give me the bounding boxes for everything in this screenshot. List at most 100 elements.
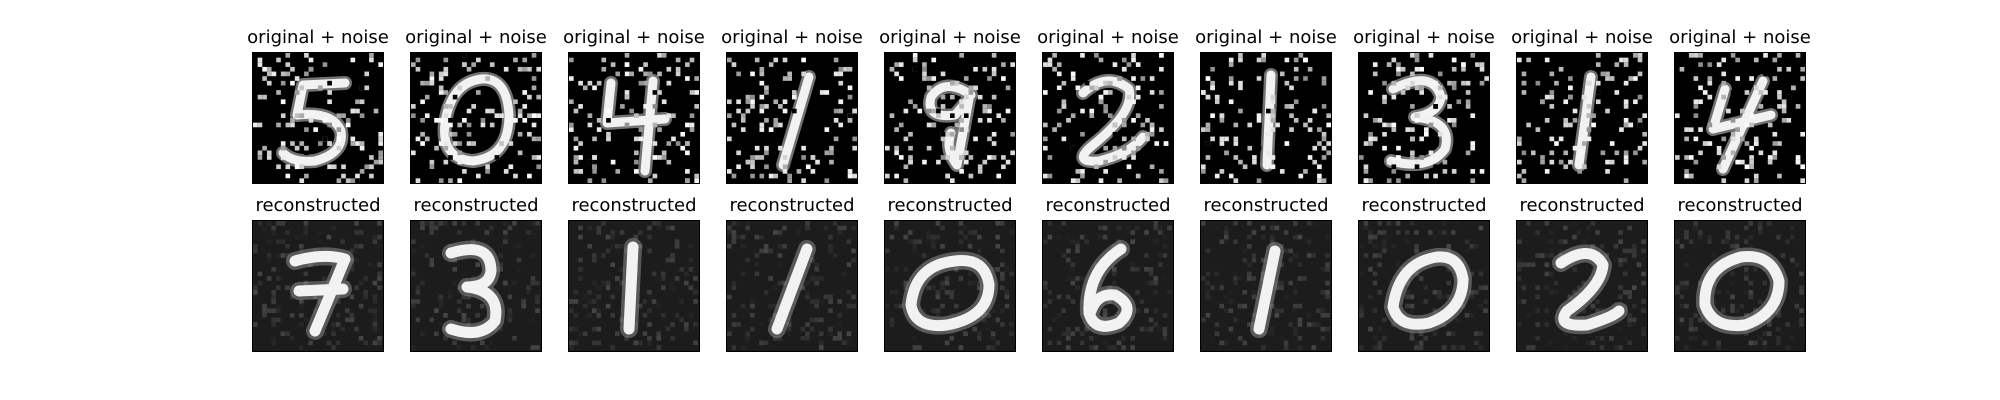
noise-pixel <box>894 71 899 77</box>
texture-pixel <box>1043 285 1048 290</box>
noisy-digit-image <box>252 52 384 184</box>
noise-pixel <box>926 145 932 151</box>
texture-pixel <box>1558 239 1563 244</box>
noise-pixel <box>991 131 997 137</box>
reconstructed-digit-image <box>410 220 542 352</box>
texture-pixel <box>846 340 852 346</box>
noise-pixel <box>1465 90 1471 95</box>
texture-pixel <box>819 331 824 336</box>
noise-pixel <box>624 71 630 77</box>
noise-pixel-dark <box>1005 99 1011 105</box>
noise-pixel <box>1238 53 1243 58</box>
noise-pixel <box>1010 150 1015 156</box>
noise-pixel <box>276 90 281 95</box>
texture-pixel <box>1214 322 1220 327</box>
noise-pixel <box>750 155 755 160</box>
noise-pixel <box>759 66 765 72</box>
noise-pixel-dark <box>1433 104 1438 109</box>
noise-pixel <box>833 57 839 63</box>
texture-pixel <box>1409 221 1415 226</box>
noise-pixel-dark <box>805 62 811 67</box>
texture-pixel <box>967 230 973 235</box>
texture-pixel <box>326 234 332 240</box>
noise-pixel <box>1410 136 1415 142</box>
texture-pixel <box>592 326 597 332</box>
noise-pixel <box>768 127 774 132</box>
noise-pixel <box>1749 122 1754 128</box>
noise-pixel-dark <box>299 169 305 174</box>
texture-pixel <box>461 317 467 323</box>
texture-pixel <box>1586 225 1591 231</box>
noise-pixel <box>1623 122 1629 128</box>
noise-pixel <box>592 85 597 91</box>
noise-pixel <box>596 118 602 123</box>
texture-pixel <box>1748 294 1754 300</box>
texture-pixel <box>1214 331 1220 336</box>
noise-pixel <box>987 76 992 81</box>
noisy-digit-image <box>1200 52 1332 184</box>
texture-pixel <box>489 340 494 346</box>
noise-pixel <box>443 90 449 95</box>
noise-pixel <box>485 169 490 174</box>
texture-pixel <box>429 225 434 231</box>
texture-pixel <box>670 336 675 341</box>
texture-pixel <box>1549 239 1554 244</box>
noise-pixel <box>1563 150 1569 156</box>
noise-pixel <box>1317 127 1322 132</box>
noise-pixel <box>1126 94 1132 100</box>
noise-pixel <box>527 113 532 118</box>
noise-pixel <box>1238 57 1243 63</box>
noise-pixel <box>290 118 295 123</box>
noise-pixel <box>1321 131 1327 137</box>
noise-pixel <box>610 62 616 67</box>
noise-pixel <box>1363 164 1369 170</box>
texture-pixel <box>1478 303 1484 309</box>
texture-pixel <box>1702 340 1708 346</box>
noise-pixel <box>485 164 490 170</box>
noise-pixel <box>1582 141 1587 146</box>
noise-pixel <box>847 66 853 72</box>
noise-pixel <box>294 76 300 81</box>
texture-pixel <box>1599 336 1605 341</box>
noise-pixel-dark <box>494 122 500 128</box>
texture-pixel <box>1684 285 1689 290</box>
noise-pixel <box>304 53 309 58</box>
noise-pixel <box>452 131 458 137</box>
noise-pixel <box>503 169 509 174</box>
texture-pixel <box>475 221 480 226</box>
noise-pixel <box>824 127 830 132</box>
texture-pixel <box>958 230 964 235</box>
texture-pixel <box>1446 294 1451 300</box>
texture-pixel <box>1233 280 1238 286</box>
texture-pixel <box>299 299 304 304</box>
noise-pixel-dark <box>466 178 472 183</box>
noise-pixel <box>276 57 281 63</box>
texture-pixel <box>805 294 810 300</box>
texture-pixel <box>1721 303 1726 309</box>
noise-pixel <box>420 99 425 105</box>
noise-pixel <box>1219 113 1225 118</box>
noise-pixel <box>1233 122 1239 128</box>
digit-stroke <box>1262 70 1276 170</box>
texture-pixel <box>1047 299 1053 304</box>
noise-pixel-dark <box>587 169 593 174</box>
noise-pixel <box>894 173 899 179</box>
texture-pixel <box>1372 244 1378 249</box>
noise-pixel-dark <box>1084 80 1090 86</box>
noise-pixel <box>1121 155 1127 160</box>
noise-pixel <box>657 71 662 77</box>
noise-pixel <box>959 169 964 174</box>
texture-pixel <box>1632 317 1637 323</box>
texture-pixel <box>656 225 661 231</box>
noise-pixel <box>1693 53 1699 58</box>
texture-pixel <box>832 221 838 226</box>
noise-pixel <box>1103 108 1108 114</box>
texture-pixel <box>1627 340 1632 346</box>
noise-pixel-dark <box>420 94 425 100</box>
texture-pixel <box>1785 322 1790 327</box>
noise-pixel <box>1424 118 1429 123</box>
noise-pixel <box>438 71 444 77</box>
noise-pixel <box>452 141 458 146</box>
texture-pixel <box>480 303 485 309</box>
texture-pixel <box>1158 253 1163 258</box>
